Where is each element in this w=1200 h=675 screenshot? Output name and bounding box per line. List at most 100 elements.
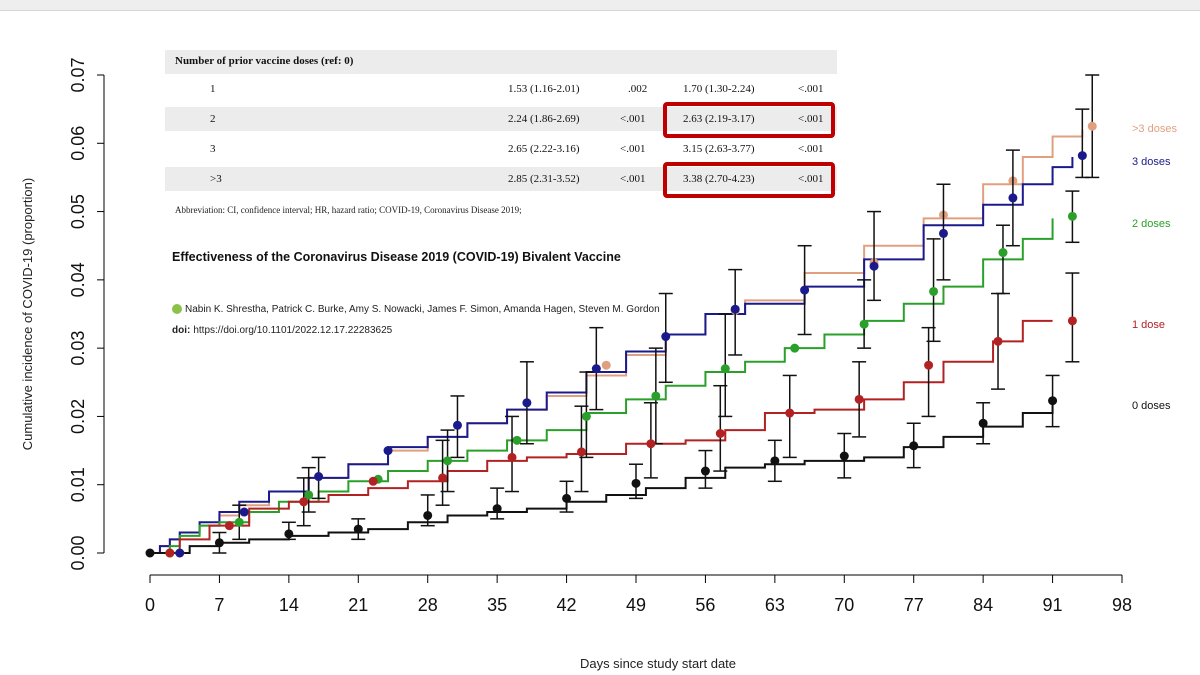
x-tick-label: 42 [557,595,577,615]
row-hr-2: 1.70 (1.30-2.24) [683,83,755,95]
authors-text: Nabin K. Shrestha, Patrick C. Burke, Amy… [185,304,660,315]
y-tick-label: 0.02 [68,399,88,434]
orcid-icon [172,304,182,315]
row-p-1: <.001 [620,173,646,185]
x-tick-label: 7 [214,595,224,615]
data-point [869,261,879,271]
data-point [353,524,363,534]
row-hr-1: 1.53 (1.16-2.01) [508,83,580,95]
data-point [700,466,710,476]
series-line-0doses [150,402,1054,554]
data-point [924,360,934,370]
data-point [304,490,314,500]
data-point [165,548,175,558]
row-hr-2: 2.63 (2.19-3.17) [683,113,755,125]
data-point [800,285,810,295]
x-tick-label: 63 [765,595,785,615]
table-abbreviation-note: Abbreviation: CI, confidence interval; H… [175,205,522,215]
x-tick-label: 14 [279,595,299,615]
x-tick-label: 98 [1112,595,1132,615]
data-point [715,429,725,438]
row-p-1: .002 [628,83,648,95]
data-point [175,548,185,558]
y-tick-label: 0.04 [68,262,88,297]
data-point [284,529,294,539]
row-p-2: <.001 [798,113,824,125]
x-tick-label: 56 [695,595,715,615]
data-point [581,411,591,421]
data-point [234,517,244,527]
y-tick-label: 0.07 [68,57,88,92]
data-point [1087,121,1097,131]
data-point [591,364,601,374]
x-tick-label: 28 [418,595,438,615]
row-hr-2: 3.15 (2.63-3.77) [683,143,755,155]
row-p-2: <.001 [798,143,824,155]
row-hr-1: 2.65 (2.22-3.16) [508,143,580,155]
y-tick-label: 0.01 [68,467,88,502]
table-row: 3 2.65 (2.22-3.16) <.001 3.15 (2.63-3.77… [165,137,837,161]
row-p-1: <.001 [620,113,646,125]
data-point [998,248,1008,258]
data-point [507,452,517,462]
row-p-2: <.001 [798,173,824,185]
data-point [452,420,462,430]
data-point [1067,211,1077,221]
y-tick-label: 0.00 [68,535,88,570]
data-point [720,364,730,374]
row-label: >3 [210,173,222,185]
x-tick-label: 91 [1043,595,1063,615]
doi-link[interactable]: https://doi.org/10.1101/2022.12.17.22283… [193,325,393,336]
data-point [512,435,522,445]
data-point [299,497,309,507]
data-point [443,456,453,466]
paper-title: Effectiveness of the Coronavirus Disease… [172,250,621,264]
data-point [661,332,671,342]
data-point [522,398,532,408]
data-point [1008,193,1018,203]
x-axis-label: Days since study start date [580,656,736,671]
doi-label: doi: [172,325,191,336]
row-label: 1 [210,83,216,95]
y-tick-label: 0.05 [68,194,88,229]
legend-label: 1 dose [1132,319,1165,331]
data-point [770,456,780,466]
table-header: Number of prior vaccine doses (ref: 0) [175,55,354,67]
series-line-1dose [150,319,1053,554]
data-point [859,319,869,329]
data-point [314,472,324,482]
data-point [368,476,378,486]
data-point [383,446,393,456]
x-tick-label: 35 [487,595,507,615]
data-point [730,304,740,314]
browser-top-bar [0,0,1200,11]
legend-label: 3 doses [1132,156,1171,168]
data-point [214,538,224,548]
x-tick-label: 21 [348,595,368,615]
hazard-ratio-table: Number of prior vaccine doses (ref: 0) 1… [165,50,837,218]
data-point [601,360,611,370]
data-point [790,343,800,353]
data-point [145,548,155,558]
series-line-2doses [150,218,1054,554]
table-row: 1 1.53 (1.16-2.01) .002 1.70 (1.30-2.24)… [165,77,837,101]
paper-authors: Nabin K. Shrestha, Patrick C. Burke, Amy… [172,304,660,315]
data-point [646,439,656,449]
x-tick-label: 70 [834,595,854,615]
data-point [438,473,448,483]
legend-label: >3 doses [1132,123,1177,135]
data-point [631,478,641,488]
series-marks [145,74,1100,558]
data-point [854,394,864,404]
series-line-3doses [150,156,1074,554]
y-tick-label: 0.06 [68,126,88,161]
data-point [1048,396,1058,406]
data-point [651,391,661,401]
highlight-box-row-3plus [663,162,835,198]
data-point [839,451,849,461]
row-hr-1: 2.85 (2.31-3.52) [508,173,580,185]
data-point [492,504,502,514]
data-point [239,507,249,517]
row-hr-2: 3.38 (2.70-4.23) [683,173,755,185]
